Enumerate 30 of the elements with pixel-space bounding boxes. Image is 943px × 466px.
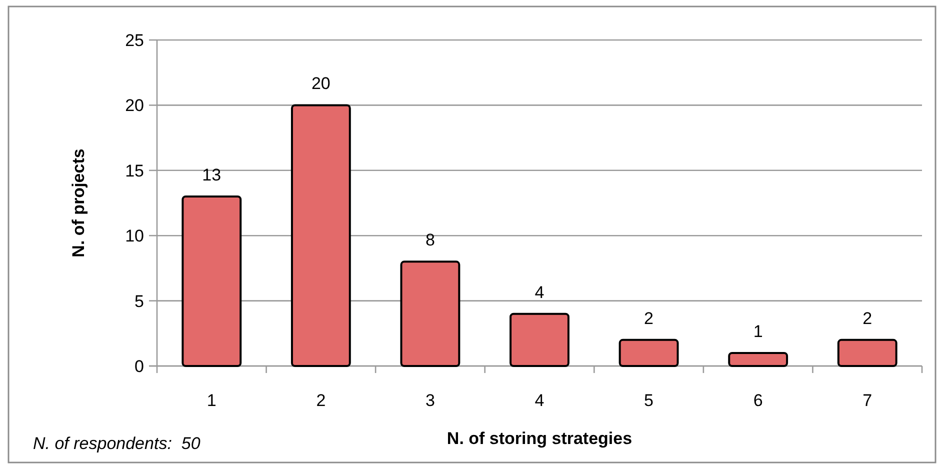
y-tick-label: 10 xyxy=(125,226,144,246)
data-label: 20 xyxy=(311,74,330,94)
x-tick-label: 3 xyxy=(425,391,435,410)
data-label: 2 xyxy=(644,308,654,328)
data-label: 13 xyxy=(202,165,222,184)
y-tick-label: 25 xyxy=(125,31,144,50)
bar xyxy=(837,338,898,367)
x-axis-title: N. of storing strategies xyxy=(446,429,632,448)
y-tick-label: 20 xyxy=(125,96,144,116)
x-tick-label: 4 xyxy=(534,391,544,410)
data-label: 4 xyxy=(534,282,544,302)
bar xyxy=(290,104,351,367)
y-tick-label: 0 xyxy=(134,357,144,376)
y-axis-title: N. of projects xyxy=(69,148,88,258)
x-tick-label: 5 xyxy=(644,391,654,410)
bar xyxy=(728,352,788,367)
bar xyxy=(182,195,242,367)
data-label: 1 xyxy=(753,322,763,341)
x-tick-label: 6 xyxy=(753,391,763,410)
bar xyxy=(510,312,570,367)
y-tick-label: 15 xyxy=(125,161,144,180)
data-label: 2 xyxy=(862,308,872,328)
data-label: 8 xyxy=(425,230,435,250)
y-tick-label: 5 xyxy=(134,292,144,311)
x-tick-label: 1 xyxy=(206,391,216,410)
text: N. of respondents: 50 xyxy=(33,434,201,453)
x-tick-label: 7 xyxy=(862,391,872,410)
bar xyxy=(618,338,679,367)
bar xyxy=(400,260,460,367)
x-tick-label: 2 xyxy=(316,391,326,410)
